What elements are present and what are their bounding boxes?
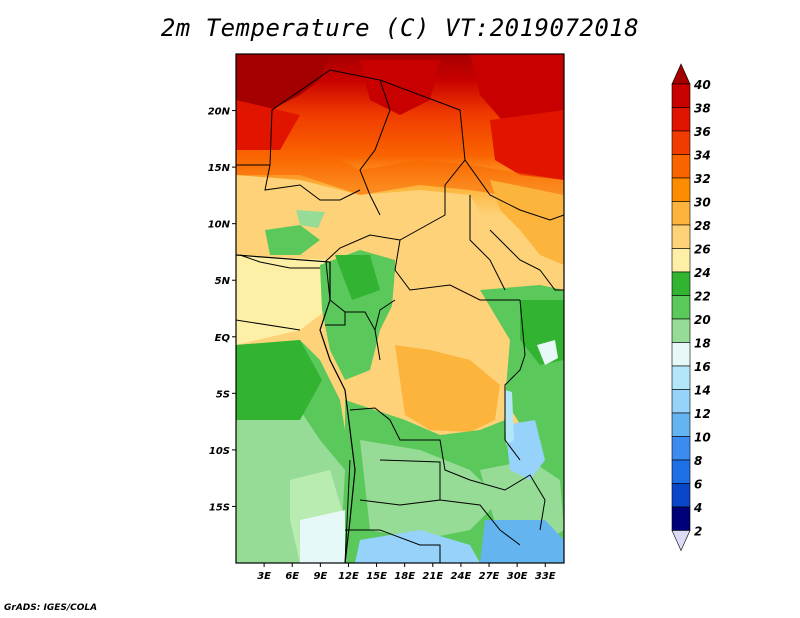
colorbar-bottom-arrow bbox=[671, 530, 691, 552]
lon-tick-label: 33E bbox=[535, 571, 556, 582]
colorbar-label: 2 bbox=[694, 525, 702, 539]
colorbar-label: 28 bbox=[694, 219, 711, 233]
colorbar-swatch bbox=[671, 365, 691, 390]
colorbar-label: 4 bbox=[693, 501, 702, 515]
lat-tick-label: 5S bbox=[216, 389, 230, 400]
colorbar-swatch bbox=[671, 107, 691, 132]
colorbar-swatch bbox=[671, 295, 691, 320]
lon-tick-label: 24E bbox=[451, 571, 472, 582]
colorbar-label: 16 bbox=[694, 360, 711, 374]
colorbar-label: 8 bbox=[694, 454, 702, 468]
lat-tick-label: 20N bbox=[208, 107, 231, 118]
colorbar-swatch bbox=[671, 483, 691, 508]
colorbar-swatch bbox=[671, 224, 691, 249]
colorbar-label: 10 bbox=[694, 431, 711, 445]
colorbar-swatch bbox=[671, 130, 691, 155]
colorbar-swatch bbox=[671, 436, 691, 461]
colorbar-label: 32 bbox=[694, 172, 711, 186]
colorbar-label: 20 bbox=[694, 313, 711, 327]
colorbar-swatch bbox=[671, 412, 691, 437]
colorbar-label: 30 bbox=[694, 196, 711, 210]
lon-tick-label: 3E bbox=[257, 571, 271, 582]
map-title: 2m Temperature (C) VT:2019072018 bbox=[160, 14, 640, 42]
lon-tick-label: 6E bbox=[285, 571, 299, 582]
colorbar-swatch bbox=[671, 389, 691, 414]
colorbar-swatch bbox=[671, 506, 691, 531]
lat-tick-label: 15S bbox=[209, 502, 230, 513]
colorbar-swatch bbox=[671, 201, 691, 226]
lat-tick-label: 10N bbox=[208, 220, 231, 231]
colorbar-swatch bbox=[671, 271, 691, 296]
lon-tick-label: 30E bbox=[507, 571, 528, 582]
colorbar-top-arrow bbox=[671, 63, 691, 85]
lat-tick-label: EQ bbox=[215, 333, 231, 344]
colorbar-label: 18 bbox=[694, 337, 711, 351]
colorbar-label: 22 bbox=[694, 290, 711, 304]
lon-tick-label: 21E bbox=[422, 571, 443, 582]
lon-tick-label: 27E bbox=[479, 571, 500, 582]
lon-tick-label: 15E bbox=[366, 571, 387, 582]
colorbar-label: 34 bbox=[694, 149, 711, 163]
colorbar-label: 38 bbox=[694, 102, 711, 116]
longitude-axis: 3E 6E 9E 12E 15E 18E 21E 24E 27E 30E 33E bbox=[257, 563, 556, 582]
colorbar-label: 24 bbox=[694, 266, 711, 280]
lon-tick-label: 9E bbox=[313, 571, 327, 582]
colorbar-label: 6 bbox=[694, 478, 702, 492]
map-frame bbox=[235, 53, 565, 564]
lat-tick-label: 5N bbox=[215, 276, 231, 287]
lon-tick-label: 18E bbox=[394, 571, 415, 582]
colorbar-label: 26 bbox=[694, 243, 711, 257]
colorbar-swatch bbox=[671, 248, 691, 273]
colorbar-swatch bbox=[671, 342, 691, 367]
colorbar: 40 38 36 34 32 30 28 26 24 22 20 18 16 14 12 10 8 6 4 2 bbox=[671, 63, 711, 552]
colorbar-label: 14 bbox=[694, 384, 711, 398]
lat-tick-label: 10S bbox=[209, 446, 230, 457]
colorbar-label: 36 bbox=[694, 125, 711, 139]
colorbar-label: 40 bbox=[693, 78, 711, 92]
temperature-field bbox=[236, 54, 564, 563]
colorbar-label: 12 bbox=[694, 407, 711, 421]
colorbar-swatch bbox=[671, 83, 691, 108]
colorbar-swatch bbox=[671, 177, 691, 202]
colorbar-swatch bbox=[671, 459, 691, 484]
colorbar-swatch bbox=[671, 318, 691, 343]
lon-tick-label: 12E bbox=[338, 571, 359, 582]
colorbar-swatch bbox=[671, 154, 691, 179]
lat-tick-label: 15N bbox=[208, 163, 231, 174]
latitude-axis: 20N 15N 10N 5N EQ 5S 10S 15S bbox=[208, 107, 236, 513]
grads-credit: GrADS: IGES/COLA bbox=[4, 603, 98, 613]
